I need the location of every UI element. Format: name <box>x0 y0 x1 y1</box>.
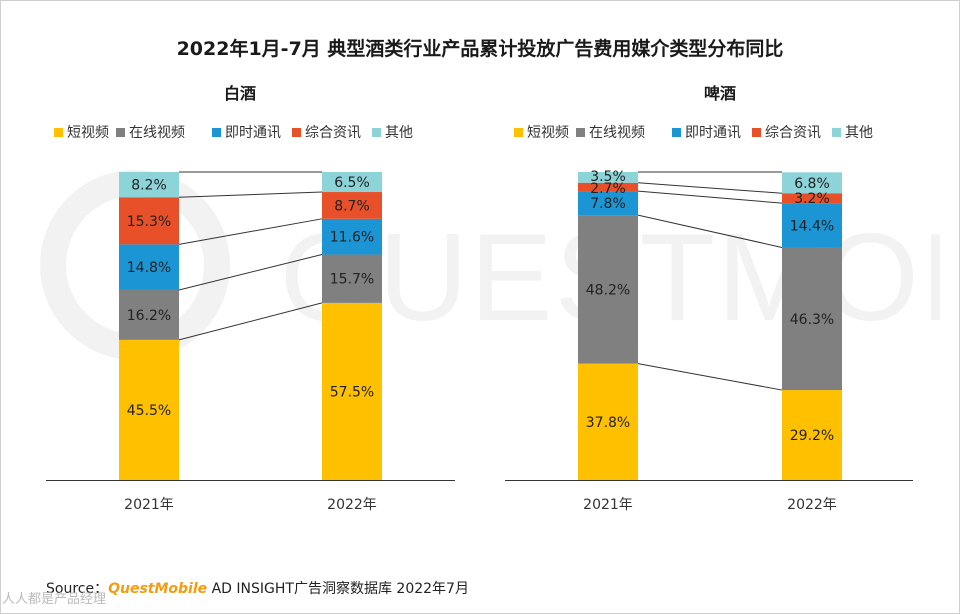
pijiu-label-1-other: 6.8% <box>794 176 830 192</box>
baijiu-legend-swatch-im <box>212 128 221 137</box>
pijiu-connector-short-video <box>637 363 783 391</box>
pijiu-legend-label-im: 即时通讯 <box>685 125 741 141</box>
pijiu-label-1-online-video: 46.3% <box>790 312 834 328</box>
pijiu-bar-0-online-video <box>578 215 638 364</box>
baijiu-bar-1-other <box>322 172 382 193</box>
baijiu-connector-online-video <box>178 254 323 291</box>
baijiu-bar-0-other <box>119 172 179 198</box>
pijiu-bar-1-im <box>782 203 842 248</box>
pijiu-label-1-im: 14.4% <box>790 218 834 234</box>
baijiu-bar-1-im <box>322 218 382 255</box>
pijiu-bar-0-im <box>578 191 638 216</box>
pijiu-legend-swatch-short-video <box>514 128 523 137</box>
baijiu-label-1-im: 11.6% <box>330 230 374 246</box>
pijiu-bar-0-other <box>578 172 638 183</box>
baijiu-legend-swatch-online-video <box>116 128 125 137</box>
pijiu-legend-swatch-online-video <box>576 128 585 137</box>
baijiu-connector-short-video <box>178 302 323 341</box>
baijiu-label-0-short-video: 45.5% <box>127 403 171 419</box>
pijiu-legend-swatch-news <box>752 128 761 137</box>
pijiu-tick-1: 2022年 <box>787 497 837 513</box>
pijiu-bar-1-online-video <box>782 247 842 391</box>
baijiu-label-0-online-video: 16.2% <box>127 308 171 324</box>
pijiu-label-0-im: 7.8% <box>590 196 626 212</box>
baijiu-bar-1-online-video <box>322 254 382 303</box>
baijiu-label-1-other: 6.5% <box>334 175 370 191</box>
pijiu-tick-0: 2021年 <box>583 497 633 513</box>
pijiu-legend-label-news: 综合资讯 <box>765 125 821 141</box>
baijiu-legend-label-short-video: 短视频 <box>67 125 109 141</box>
baijiu-legend-label-im: 即时通讯 <box>225 125 281 141</box>
baijiu-tick-0: 2021年 <box>124 497 174 513</box>
pijiu-bar-1-news <box>782 193 842 204</box>
baijiu-legend-label-other: 其他 <box>385 125 413 141</box>
baijiu-legend-swatch-news <box>292 128 301 137</box>
baijiu-tick-1: 2022年 <box>327 497 377 513</box>
baijiu-connector-im <box>178 218 323 245</box>
baijiu-bar-1-news <box>322 192 382 219</box>
source-brand: QuestMobile <box>108 581 208 597</box>
pijiu-bar-1-short-video <box>782 390 842 480</box>
baijiu-bar-0-short-video <box>119 339 179 480</box>
baijiu-legend-label-online-video: 在线视频 <box>129 125 185 141</box>
baijiu-bar-1-short-video <box>322 302 382 480</box>
pijiu-connector-news <box>637 182 783 194</box>
pijiu-label-1-news: 3.2% <box>794 191 830 207</box>
baijiu-label-1-news: 8.7% <box>334 198 370 214</box>
pijiu-legend-swatch-im <box>672 128 681 137</box>
baijiu-bar-0-im <box>119 244 179 290</box>
pijiu-label-1-short-video: 29.2% <box>790 428 834 444</box>
pijiu-label-0-news: 2.7% <box>590 181 626 197</box>
corner-watermark: 人人都是产品经理 <box>2 592 107 607</box>
baijiu-bar-0-news <box>119 197 179 245</box>
baijiu-label-1-online-video: 15.7% <box>330 272 374 288</box>
pijiu-label-0-online-video: 48.2% <box>586 282 630 298</box>
pijiu-bar-1-other <box>782 172 842 194</box>
baijiu-legend-swatch-other <box>372 128 381 137</box>
source-text: AD INSIGHT广告洞察数据库 2022年7月 <box>207 581 469 597</box>
baijiu-bar-0-online-video <box>119 289 179 340</box>
source-prefix: Source： <box>46 581 109 597</box>
baijiu-label-0-news: 15.3% <box>127 214 171 230</box>
baijiu-title: 白酒 <box>224 84 256 103</box>
pijiu-legend-label-online-video: 在线视频 <box>589 125 645 141</box>
baijiu-label-0-other: 8.2% <box>131 178 167 194</box>
baijiu-legend-label-news: 综合资讯 <box>305 125 361 141</box>
pijiu-label-0-short-video: 37.8% <box>586 415 630 431</box>
pijiu-connector-im <box>637 190 783 204</box>
pijiu-legend-label-other: 其他 <box>845 125 873 141</box>
baijiu-connector-news <box>178 191 323 198</box>
baijiu-legend-swatch-short-video <box>54 128 63 137</box>
baijiu-label-0-im: 14.8% <box>127 260 171 276</box>
baijiu-label-1-short-video: 57.5% <box>330 384 374 400</box>
pijiu-legend-swatch-other <box>832 128 841 137</box>
pijiu-label-0-other: 3.5% <box>590 169 626 185</box>
source-note: Source：QuestMobile AD INSIGHT广告洞察数据库 202… <box>46 578 469 598</box>
pijiu-bar-0-news <box>578 182 638 192</box>
pijiu-connector-online-video <box>637 214 783 248</box>
pijiu-bar-0-short-video <box>578 363 638 480</box>
pijiu-title: 啤酒 <box>704 84 736 103</box>
chart-title: 2022年1月-7月 典型酒类行业产品累计投放广告费用媒介类型分布同比 <box>176 38 784 60</box>
pijiu-legend-label-short-video: 短视频 <box>527 125 569 141</box>
